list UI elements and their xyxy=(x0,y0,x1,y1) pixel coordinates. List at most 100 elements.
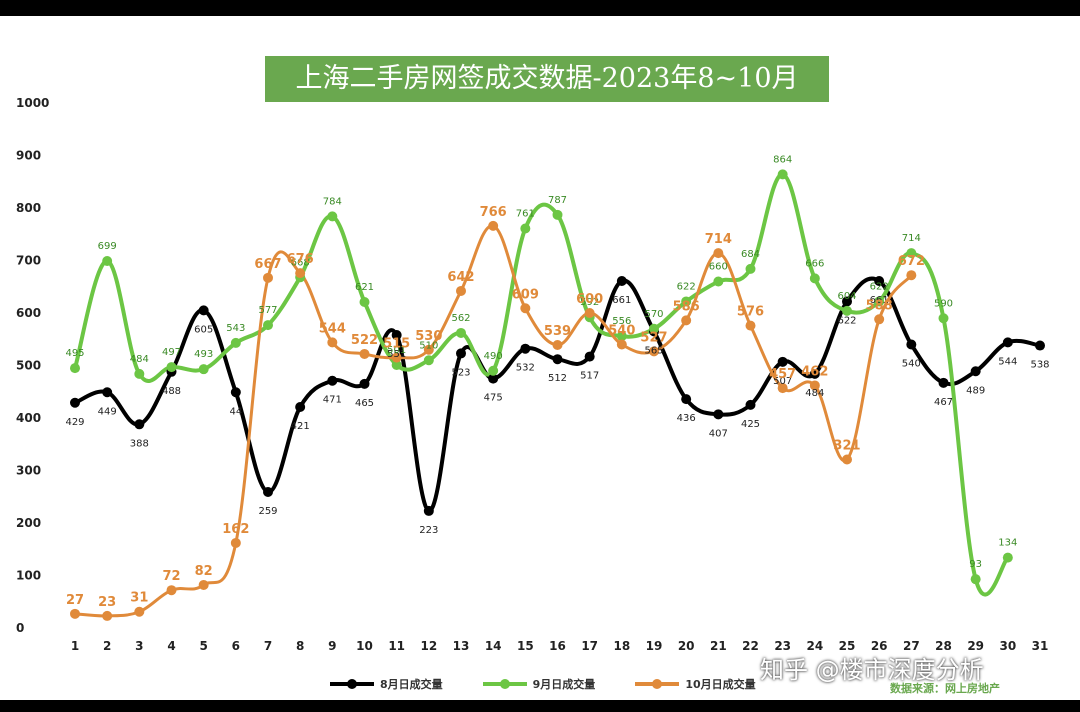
data-label: 787 xyxy=(548,195,567,206)
data-label: 532 xyxy=(516,363,535,374)
data-label: 668 xyxy=(291,257,310,268)
data-point xyxy=(745,399,756,410)
x-tick-label: 27 xyxy=(903,639,920,653)
data-label: 761 xyxy=(516,208,535,219)
data-point xyxy=(842,454,852,465)
data-label: 407 xyxy=(709,428,728,439)
data-point xyxy=(809,380,820,391)
x-tick-label: 7 xyxy=(264,639,272,653)
data-point xyxy=(166,362,177,373)
data-label: 714 xyxy=(902,233,921,244)
data-point xyxy=(616,339,627,350)
series-line-3 xyxy=(73,224,913,618)
data-point xyxy=(520,303,531,314)
data-point xyxy=(198,579,209,590)
data-label: 515 xyxy=(383,337,410,352)
data-label: 488 xyxy=(162,386,181,397)
data-point xyxy=(102,256,113,267)
data-label: 429 xyxy=(65,417,84,428)
data-label: 667 xyxy=(254,257,281,272)
legend-label-oct: 10月日成交量 xyxy=(685,678,756,691)
data-label: 661 xyxy=(612,295,631,306)
data-point xyxy=(874,275,885,286)
data-point xyxy=(456,348,466,359)
data-point xyxy=(423,505,434,516)
data-point xyxy=(745,320,756,331)
data-point xyxy=(70,397,80,408)
data-label: 592 xyxy=(580,297,599,308)
data-point xyxy=(423,355,434,366)
data-label: 562 xyxy=(451,313,470,324)
data-point xyxy=(488,365,499,376)
data-label: 388 xyxy=(130,438,149,449)
source-note: 数据来源：网上房地产 xyxy=(890,682,1000,695)
data-point xyxy=(938,377,949,388)
data-label: 699 xyxy=(98,241,117,252)
data-point xyxy=(102,610,113,621)
watermark: 知乎 @楼市深度分析 xyxy=(760,656,984,684)
data-label: 162 xyxy=(222,522,249,537)
data-point xyxy=(584,308,595,318)
data-label: 425 xyxy=(741,419,760,430)
data-point xyxy=(70,363,80,374)
data-point xyxy=(906,339,917,350)
data-point xyxy=(552,354,563,365)
data-point xyxy=(359,348,370,359)
x-tick-label: 26 xyxy=(871,639,888,653)
data-point xyxy=(552,340,563,351)
data-label: 495 xyxy=(65,348,84,359)
data-point xyxy=(327,337,338,348)
series-points xyxy=(70,169,1045,621)
data-point xyxy=(295,401,306,412)
data-point xyxy=(552,209,563,220)
data-label: 661 xyxy=(870,295,889,306)
legend: 8月日成交量 9月日成交量 10月日成交量 xyxy=(330,674,756,694)
data-point xyxy=(584,351,595,362)
data-label: 72 xyxy=(162,569,180,584)
data-label: 527 xyxy=(640,330,667,345)
data-label: 44 xyxy=(229,406,242,417)
data-point xyxy=(423,344,434,355)
data-point xyxy=(713,409,724,420)
data-point xyxy=(359,378,370,389)
x-tick-label: 23 xyxy=(774,639,791,653)
x-tick-label: 14 xyxy=(485,639,502,653)
y-tick-label: 1000 xyxy=(16,96,49,110)
data-label: 588 xyxy=(866,298,893,313)
data-point xyxy=(230,387,241,398)
data-label: 864 xyxy=(773,154,792,165)
data-point xyxy=(906,248,917,259)
top-black-bar xyxy=(0,0,1080,16)
x-tick-label: 22 xyxy=(742,639,759,653)
data-label: 507 xyxy=(773,376,792,387)
data-label: 784 xyxy=(323,196,342,207)
data-point xyxy=(456,327,466,338)
x-tick-label: 28 xyxy=(935,639,952,653)
data-point xyxy=(616,275,627,286)
data-point xyxy=(681,315,692,326)
data-point xyxy=(649,346,659,357)
data-label: 512 xyxy=(548,373,567,384)
x-tick-label: 31 xyxy=(1032,639,1049,653)
data-point xyxy=(520,223,531,234)
data-label: 23 xyxy=(98,595,116,610)
data-label: 766 xyxy=(480,205,507,220)
legend-swatch-aug xyxy=(330,679,374,689)
data-point xyxy=(70,608,80,619)
x-tick-label: 13 xyxy=(453,639,470,653)
y-tick-label: 800 xyxy=(16,201,41,215)
y-tick-label: 600 xyxy=(16,306,41,320)
data-point xyxy=(263,272,273,283)
data-label: 489 xyxy=(966,385,985,396)
data-label: 590 xyxy=(934,298,953,309)
data-label: 134 xyxy=(998,538,1017,549)
data-label: 544 xyxy=(998,356,1017,367)
data-label: 538 xyxy=(1030,360,1049,371)
data-point xyxy=(230,337,241,348)
x-tick-label: 3 xyxy=(135,639,143,653)
data-label: 436 xyxy=(677,413,696,424)
data-point xyxy=(520,343,531,354)
data-labels: 429 449 388 488 605 44 259 421 471 465 551 223 523 47… xyxy=(65,154,1049,610)
series-line-2 xyxy=(73,172,1010,597)
data-point xyxy=(970,574,981,585)
